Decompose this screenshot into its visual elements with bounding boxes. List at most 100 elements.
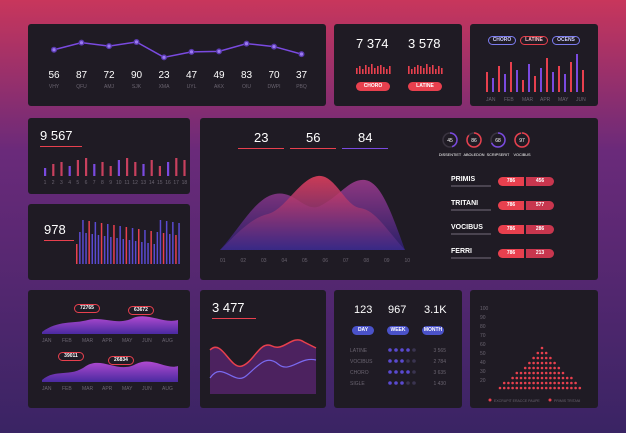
dense-bar	[147, 243, 149, 264]
lollipop-tick: 4	[68, 180, 71, 186]
line-label: XMA	[159, 84, 171, 90]
tab-latine[interactable]: LATINE	[520, 36, 548, 45]
spark-bar	[429, 67, 431, 74]
legend-dot-1	[488, 398, 492, 402]
line-point-core	[217, 49, 221, 53]
dot-tick: 30	[480, 369, 486, 375]
dot-mark	[549, 366, 552, 370]
area-fill	[210, 339, 316, 394]
dot-mark	[511, 386, 514, 390]
dot-mark	[523, 371, 527, 375]
kpi-dot	[394, 381, 398, 385]
dot-mark	[561, 371, 565, 375]
center-underline-2	[290, 148, 336, 149]
legend-2: PRIMIS TRITANI	[554, 399, 580, 403]
spark-bar	[359, 66, 361, 74]
lollipop-tick: 17	[173, 180, 179, 186]
lollipop-bar	[60, 162, 63, 176]
tab-ocens[interactable]: OCENS	[552, 36, 580, 45]
tab-choro[interactable]: CHORO	[488, 36, 516, 45]
month-bar	[516, 70, 518, 92]
line-label: AKX	[214, 84, 225, 90]
lollipop-value: 9 567	[40, 128, 73, 143]
tab-week[interactable]: WEEK	[387, 326, 409, 335]
spark-bar	[365, 65, 367, 74]
dot-tick: 50	[480, 351, 486, 357]
lollipop-bar	[93, 164, 96, 176]
spark-bar	[438, 66, 440, 74]
dot-mark	[540, 351, 544, 355]
dense-bar	[172, 222, 174, 264]
lollipop-tick: 10	[116, 180, 122, 186]
dense-bar	[138, 229, 140, 264]
lollipop-tick: 14	[149, 180, 155, 186]
dot-mark	[536, 371, 540, 375]
lollipop-tick: 7	[93, 180, 96, 186]
line-label: OIU	[242, 84, 251, 90]
dot-mark	[523, 381, 527, 385]
kpi-dot	[388, 348, 392, 352]
dot-mark	[528, 376, 531, 380]
kpi-dot	[394, 370, 398, 374]
month-bar	[570, 62, 572, 92]
dot-mark	[561, 381, 565, 385]
kpi-dot	[412, 359, 416, 363]
lollipop-chart: 1 2 3 4 5 6 7 8 9 10 11 12 13 14 15 16 17 18	[44, 158, 187, 186]
gauge-label: ABOLEDON	[463, 153, 484, 157]
dense-bar	[165, 221, 168, 264]
dense-bar	[175, 235, 177, 264]
tab-month[interactable]: MONTH	[422, 326, 444, 335]
kpi-row-name: VOCIBUS	[350, 359, 373, 365]
dot-mark	[540, 371, 544, 375]
kpi-row-value: 3 635	[433, 370, 446, 376]
kpi-3: 3.1K	[424, 304, 447, 316]
sparkbars	[356, 64, 443, 74]
lollipop-bar	[109, 166, 112, 176]
stats-panel: 7 374 3 578 CHORO LATINE	[334, 24, 462, 106]
table-value-b: 456	[526, 177, 554, 186]
gauge-value: 45	[447, 138, 453, 144]
month-label: JUN	[576, 97, 586, 103]
line-chart-panel: 56 VHY 87 QFU 72 AMJ 90 SJK 23 XMA 47 UYL 49 AKX 83 OIU…	[28, 24, 326, 106]
dot-mark	[515, 371, 519, 375]
lollipop-bar	[101, 162, 104, 176]
dot-chart: 100 90 80 70 60 50 40 30 20 EXCRUPIT ERACCE PAUP…	[480, 306, 582, 403]
wave-month: APR	[102, 386, 113, 392]
choro-button[interactable]: CHORO	[356, 82, 390, 91]
gauge-arc	[514, 132, 530, 148]
dot-mark	[549, 356, 552, 360]
lollipop-bar	[167, 162, 170, 176]
lollipop-bar	[134, 162, 137, 176]
legend-dot-2	[548, 398, 552, 402]
dot-mark	[532, 371, 535, 375]
central-panel: 23 56 84 01 02 03 04 05 06 07 08 09 10 45 DISSENTI…	[200, 118, 598, 280]
line-value: 23	[158, 70, 170, 81]
dense-bar	[85, 233, 87, 264]
line-value: 56	[48, 70, 60, 81]
spark-bar	[432, 65, 434, 74]
spark-bar	[426, 64, 428, 74]
dot-mark	[549, 381, 552, 385]
lollipop-tick: 9	[109, 180, 112, 186]
dot-mark	[528, 381, 531, 385]
tab-day[interactable]: DAY	[352, 326, 374, 335]
lollipop-bar	[175, 158, 178, 176]
dot-mark	[523, 376, 527, 380]
kpi-1: 123	[354, 304, 373, 316]
spark-bar	[368, 67, 370, 74]
dot-mark	[553, 371, 556, 375]
dot-mark	[565, 381, 569, 385]
dense-bar	[159, 220, 162, 264]
gauge-value: 86	[471, 138, 477, 144]
kpi-dot	[388, 381, 392, 385]
area-value: 3 477	[212, 300, 245, 315]
line-blue	[209, 358, 317, 379]
line-value: 49	[213, 70, 225, 81]
dense-bar	[100, 223, 103, 264]
table-row-name: VOCIBUS	[451, 224, 483, 231]
dot-mark	[523, 386, 527, 390]
latine-button[interactable]: LATINE	[408, 82, 442, 91]
spark-bar	[374, 68, 376, 74]
kpi-dot	[388, 359, 392, 363]
dot-mark	[557, 366, 561, 370]
